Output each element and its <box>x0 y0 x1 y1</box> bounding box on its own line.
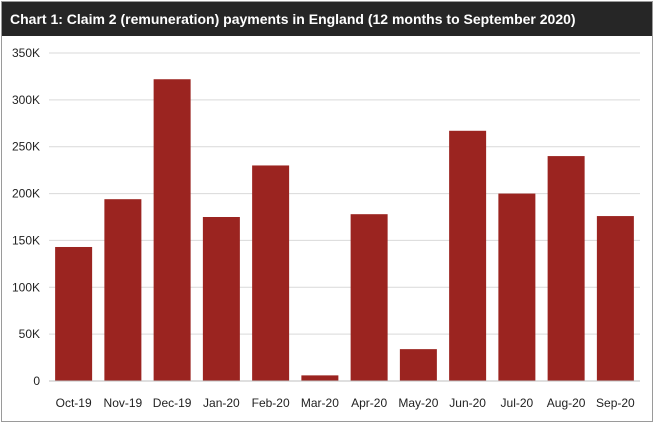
bar-mar-20 <box>301 375 339 381</box>
y-axis-ticks: 0 50K 100K 150K 200K 250K 300K 350K <box>12 46 40 388</box>
bar-dec-19 <box>153 79 191 382</box>
bar-oct-19 <box>55 246 93 381</box>
y-tick-label: 150K <box>12 233 40 247</box>
bar-feb-20 <box>252 165 290 381</box>
bar-sep-20 <box>596 216 634 381</box>
x-tick-label: Dec-19 <box>153 396 192 410</box>
x-tick-label: Oct-19 <box>56 396 92 410</box>
bar-may-20 <box>399 349 437 381</box>
x-tick-label: Nov-19 <box>104 396 143 410</box>
x-tick-label: Jan-20 <box>203 396 240 410</box>
x-tick-label: Jul-20 <box>501 396 534 410</box>
x-tick-label: Sep-20 <box>596 396 635 410</box>
x-axis-ticks: Oct-19 Nov-19 Dec-19 Jan-20 Feb-20 Mar-20 Apr-… <box>56 396 635 410</box>
y-tick-label: 200K <box>12 187 40 201</box>
x-tick-label: Jun-20 <box>449 396 486 410</box>
bar-jan-20 <box>202 217 240 381</box>
bar-aug-20 <box>547 156 585 381</box>
bar-apr-20 <box>350 214 388 381</box>
chart-title: Chart 1: Claim 2 (remuneration) payments… <box>2 2 652 36</box>
bar-jul-20 <box>498 193 536 381</box>
y-tick-label: 100K <box>12 280 40 294</box>
x-tick-label: May-20 <box>398 396 438 410</box>
y-tick-label: 250K <box>12 140 40 154</box>
x-tick-label: Mar-20 <box>301 396 339 410</box>
x-tick-label: Apr-20 <box>351 396 387 410</box>
y-tick-label: 300K <box>12 93 40 107</box>
y-tick-label: 50K <box>19 327 40 341</box>
x-tick-label: Feb-20 <box>252 396 290 410</box>
gridlines <box>49 52 640 335</box>
y-tick-label: 0 <box>33 374 40 388</box>
y-tick-label: 350K <box>12 46 40 60</box>
bar-nov-19 <box>104 199 142 381</box>
bar-jun-20 <box>449 130 487 381</box>
bars <box>55 79 634 382</box>
x-tick-label: Aug-20 <box>547 396 586 410</box>
